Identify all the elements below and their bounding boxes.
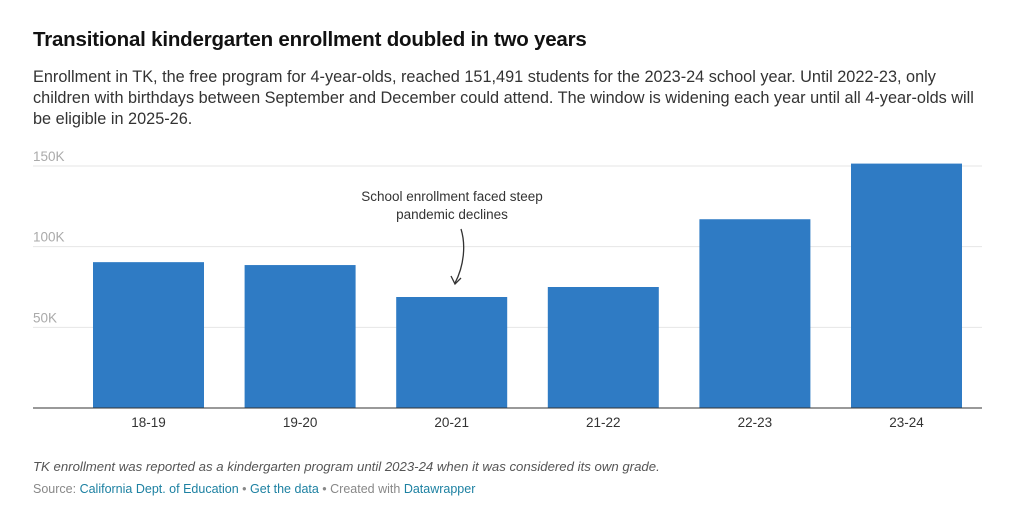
source-link[interactable]: California Dept. of Education	[79, 482, 239, 496]
bar-18-19[interactable]	[93, 262, 204, 408]
annotation-arrowhead-icon	[450, 275, 462, 286]
annotation: School enrollment faced steep pandemic d…	[361, 189, 543, 286]
annotation-line-1: School enrollment faced steep	[361, 189, 543, 204]
chart-subtitle: Enrollment in TK, the free program for 4…	[33, 68, 974, 128]
y-tick-label: 50K	[33, 310, 57, 325]
created-with-label: Created with	[330, 482, 404, 496]
bar-19-20[interactable]	[244, 265, 356, 408]
x-tick-label: 19-20	[283, 415, 318, 430]
separator: •	[318, 482, 331, 496]
annotation-arrow-icon	[454, 228, 465, 284]
bar-chart: 50K 100K 150K 18-19 19-20 20-21 21-22 22-23 23-…	[33, 149, 982, 430]
separator: •	[238, 482, 251, 496]
x-tick-label: 23-24	[889, 415, 924, 430]
x-tick-label: 18-19	[131, 415, 166, 430]
x-tick-label: 20-21	[434, 415, 469, 430]
datawrapper-link[interactable]: Datawrapper	[403, 482, 476, 496]
x-tick-labels: 18-19 19-20 20-21 21-22 22-23 23-24	[131, 415, 924, 430]
bar-21-22[interactable]	[547, 287, 659, 408]
annotation-line-2: pandemic declines	[396, 207, 508, 222]
y-tick-label: 100K	[33, 230, 65, 245]
y-tick-label: 150K	[33, 149, 65, 164]
x-tick-label: 21-22	[586, 415, 621, 430]
bar-23-24[interactable]	[851, 163, 962, 408]
source-label: Source:	[33, 482, 80, 496]
chart-title: Transitional kindergarten enrollment dou…	[33, 28, 587, 51]
get-the-data-link[interactable]: Get the data	[250, 482, 319, 496]
footnote: TK enrollment was reported as a kinderga…	[33, 459, 660, 474]
bars	[93, 163, 962, 408]
gridlines: 50K 100K 150K	[33, 149, 982, 328]
x-tick-label: 22-23	[738, 415, 773, 430]
source-line: Source: California Dept. of Education • …	[33, 482, 475, 496]
bar-22-23[interactable]	[699, 219, 811, 408]
bar-20-21[interactable]	[396, 297, 508, 408]
